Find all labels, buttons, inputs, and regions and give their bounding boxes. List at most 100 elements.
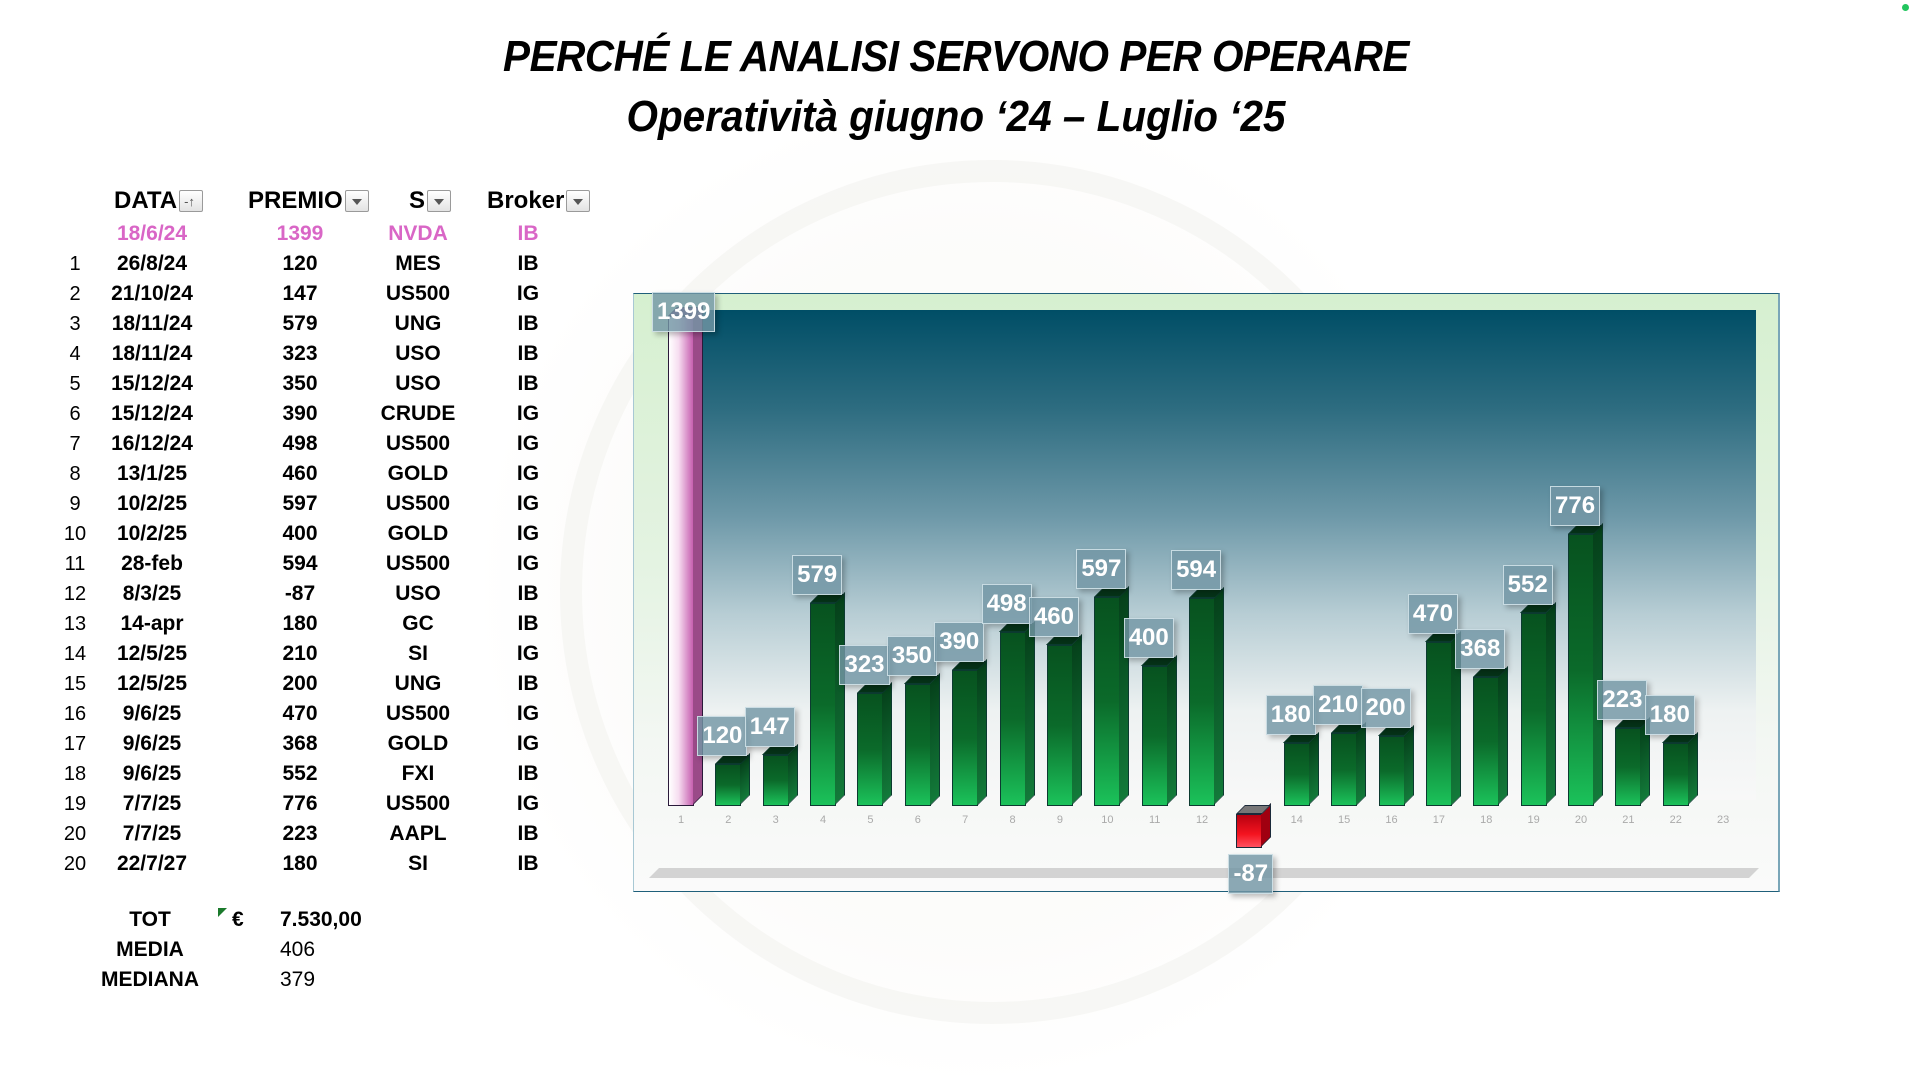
premio-cell: 776 [282,792,318,815]
chart-bar[interactable] [1283,732,1319,806]
premio-cell: 390 [282,402,318,425]
date-cell: 28-feb [121,552,183,575]
x-axis-tick: 12 [1195,814,1209,826]
row-number: 11 [64,553,86,575]
chart-floor [649,868,1759,878]
mediana-label: MEDIANA [101,968,199,991]
chart-bar[interactable] [667,305,703,806]
bar-side-face [1593,523,1604,805]
symbol-cell: SI [408,642,428,665]
row-number: 6 [69,403,81,425]
premio-cell: 147 [282,282,318,305]
symbol-cell: NVDA [388,222,448,245]
chart-bar[interactable] [1235,803,1272,848]
broker-cell: IG [516,522,540,545]
premio-cell: 350 [282,372,318,395]
date-cell: 8/3/25 [122,582,182,605]
x-axis-tick: 1 [677,814,685,826]
broker-cell: IG [516,462,540,485]
chart-bar[interactable] [904,672,940,806]
symbol-cell: US500 [385,492,451,515]
bar-side-face [1403,725,1414,805]
premio-cell: 200 [282,672,318,695]
broker-cell: IG [516,492,540,515]
data-label: -87 [1228,854,1274,894]
symbol-cell: USO [395,582,441,605]
date-cell: 18/6/24 [116,222,188,245]
symbol-cell: USO [395,342,441,365]
x-axis-tick: 17 [1432,814,1446,826]
filter-dropdown-icon[interactable] [566,190,591,212]
sort-ascending-filter-icon[interactable]: ‐↑ [179,190,204,212]
broker-cell: IB [517,762,539,785]
x-axis-tick: 14 [1290,814,1303,826]
row-number: 18 [63,763,87,785]
symbol-cell: GC [402,612,434,635]
data-label: 210 [1313,684,1364,725]
chart-bar[interactable] [1378,725,1414,806]
x-axis-tick: 9 [1056,814,1064,826]
chart-bar[interactable] [762,743,798,806]
data-label: 200 [1360,688,1411,728]
row-number: 8 [69,463,81,485]
symbol-cell: FXI [401,762,435,785]
column-header-broker: Broker [487,187,591,215]
data-label: 579 [792,555,843,596]
x-axis-tick: 19 [1527,814,1540,826]
total-value: 7.530,00 [280,908,362,931]
premio-cell: 400 [282,522,318,545]
bar-side-face [882,681,893,805]
premio-cell: 120 [282,252,318,275]
date-cell: 15/12/24 [111,372,193,395]
chart-bar[interactable] [1520,601,1556,806]
filter-dropdown-icon[interactable] [344,190,369,212]
data-label: 470 [1407,593,1458,634]
column-header-data-label: DATA [114,187,178,214]
page-subtitle: Operatività giugno ‘24 – Luglio ‘25 [626,92,1286,141]
broker-cell: IG [516,402,540,425]
x-axis-tick: 16 [1385,814,1398,826]
data-label: 223 [1597,679,1648,720]
x-axis-tick: 8 [1009,814,1016,826]
symbol-cell: US500 [385,792,451,815]
chart-bar[interactable] [1425,630,1461,806]
filter-dropdown-icon[interactable] [427,190,452,212]
symbol-cell: SI [408,852,428,875]
x-axis-tick: 20 [1574,814,1588,826]
chart-bar[interactable] [1046,634,1082,806]
premio-cell: -87 [284,582,316,605]
bar-side-face [977,658,988,805]
broker-cell: IG [516,642,540,665]
bar-chart[interactable]: 1 1399 2 120 3 147 4 579 5 323 6 350 7 390 8 498 9 460 10 5… [633,292,1780,894]
media-value: 406 [280,938,316,961]
chart-bar[interactable] [1141,655,1177,806]
broker-cell: IB [517,312,539,335]
chart-bar[interactable] [1614,716,1651,806]
symbol-cell: US500 [385,552,451,575]
chart-bar[interactable] [1093,586,1130,806]
row-number: 5 [69,373,81,395]
date-cell: 9/6/25 [122,732,182,755]
x-axis-tick: 18 [1480,814,1493,826]
date-cell: 22/7/27 [116,852,188,875]
date-cell: 26/8/24 [116,252,188,275]
chart-bar[interactable] [809,592,846,806]
chart-bar[interactable] [1188,587,1225,806]
chart-bar[interactable] [1330,721,1367,806]
chart-bar[interactable] [1472,666,1509,806]
x-axis-tick: 23 [1717,814,1730,826]
chart-bar[interactable] [951,658,988,806]
data-label: 460 [1028,597,1079,637]
row-number: 15 [63,673,87,695]
chart-bar[interactable] [1662,732,1698,806]
x-axis-tick: 10 [1101,814,1114,826]
broker-cell: IG [516,792,540,815]
bar-side-face [1166,655,1177,805]
column-header-data: DATA ‐↑ [114,187,204,215]
chart-bar[interactable] [1567,523,1604,806]
chart-bar[interactable] [856,681,893,806]
chart-bar[interactable] [999,620,1035,806]
bar-side-face [835,592,846,805]
x-axis-tick: 15 [1338,814,1351,826]
chart-bar[interactable] [714,753,751,806]
